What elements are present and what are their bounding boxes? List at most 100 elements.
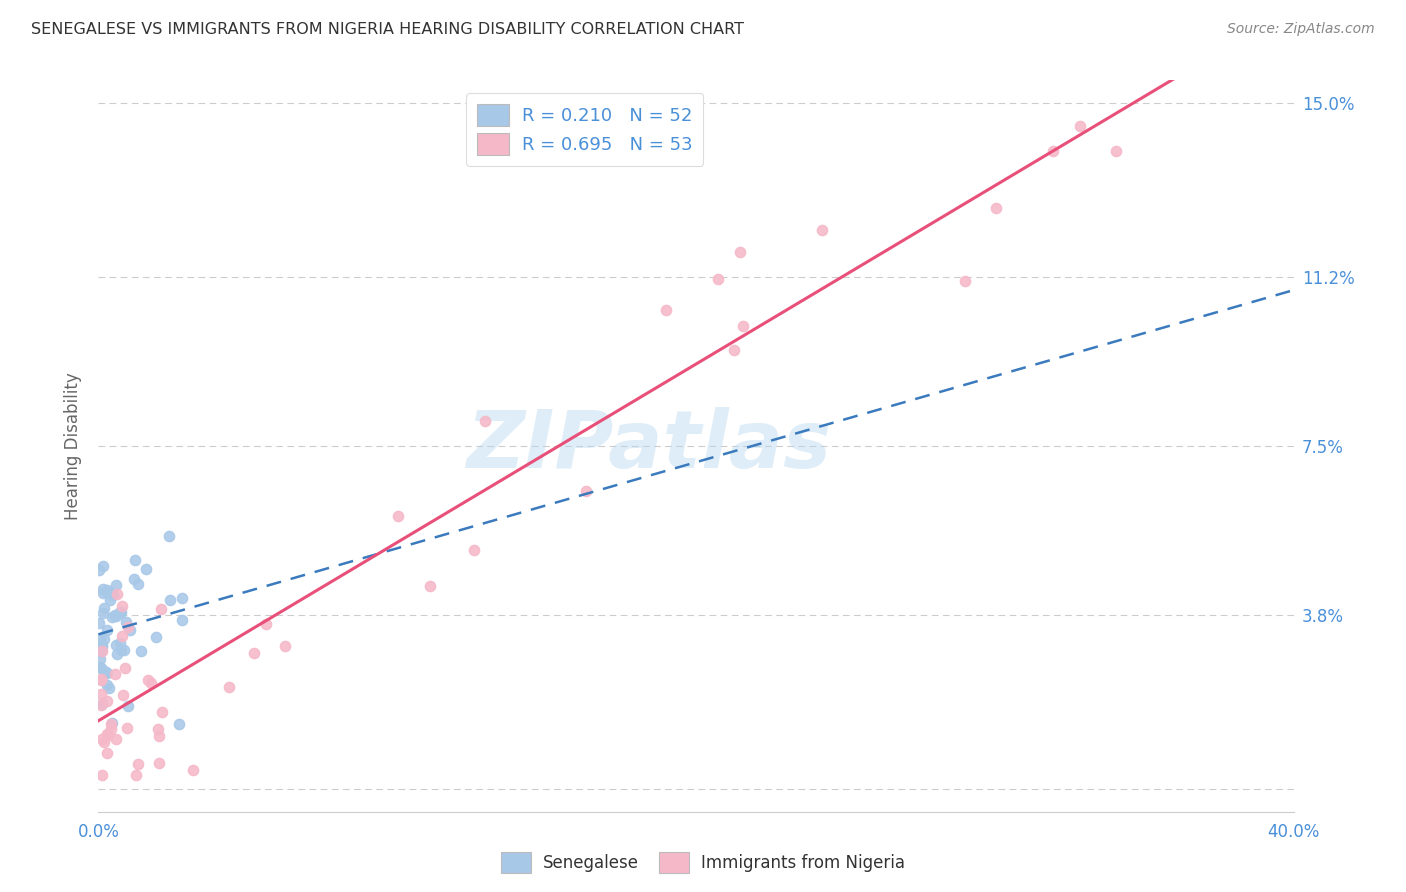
Point [105, 638, 128, 652]
Point [104, 607, 127, 622]
Point [96, 624, 118, 638]
Point [91, 731, 114, 746]
Text: ZIPatlas: ZIPatlas [465, 407, 831, 485]
Point [101, 588, 124, 602]
Point [172, 613, 194, 627]
Point [127, 576, 149, 591]
Point [148, 729, 170, 743]
Point [136, 673, 159, 688]
Point [728, 244, 751, 259]
Point [117, 722, 139, 736]
Point [1069, 119, 1091, 133]
Point [90, 673, 112, 687]
Point [139, 676, 162, 690]
Point [118, 623, 141, 637]
Point [110, 605, 132, 619]
Point [101, 716, 124, 731]
Point [111, 629, 134, 643]
Point [100, 722, 122, 736]
Point [986, 201, 1008, 215]
Point [707, 272, 730, 286]
Point [122, 572, 145, 586]
Point [111, 688, 134, 702]
Point [474, 414, 496, 428]
Point [96, 746, 118, 760]
Point [254, 617, 277, 632]
Point [167, 716, 190, 731]
Point [723, 343, 745, 357]
Point [91, 644, 114, 658]
Point [101, 610, 124, 624]
Point [110, 643, 132, 657]
Point [117, 699, 139, 714]
Point [98, 592, 121, 607]
Point [90, 698, 112, 713]
Point [127, 757, 149, 772]
Point [150, 706, 173, 720]
Point [93, 632, 115, 647]
Point [90, 640, 112, 654]
Point [104, 578, 127, 592]
Point [89, 632, 111, 646]
Point [111, 599, 134, 613]
Point [274, 639, 297, 653]
Point [96, 665, 118, 680]
Point [91, 606, 114, 620]
Point [100, 717, 122, 731]
Point [89, 660, 111, 674]
Point [104, 666, 127, 681]
Point [90, 673, 112, 687]
Point [114, 661, 136, 675]
Point [93, 735, 115, 749]
Point [96, 582, 118, 597]
Point [148, 756, 170, 770]
Point [124, 768, 146, 782]
Point [181, 763, 204, 777]
Point [112, 643, 135, 657]
Point [90, 644, 112, 658]
Point [96, 678, 118, 692]
Point [91, 767, 114, 781]
Point [91, 662, 114, 676]
Point [242, 646, 264, 660]
Point [1042, 144, 1064, 158]
Point [94, 665, 117, 679]
Point [98, 681, 121, 695]
Point [87, 616, 110, 631]
Point [145, 631, 167, 645]
Point [91, 586, 114, 600]
Point [159, 529, 181, 543]
Point [218, 680, 240, 694]
Point [115, 615, 138, 630]
Point [96, 585, 118, 599]
Point [654, 303, 676, 318]
Point [955, 274, 977, 288]
Legend: R = 0.210   N = 52, R = 0.695   N = 53: R = 0.210 N = 52, R = 0.695 N = 53 [465, 93, 703, 166]
Point [108, 606, 131, 620]
Point [91, 582, 114, 596]
Point [159, 592, 181, 607]
Point [146, 722, 169, 736]
Point [419, 579, 441, 593]
Point [91, 697, 114, 711]
Point [97, 728, 120, 742]
Point [124, 553, 146, 567]
Text: SENEGALESE VS IMMIGRANTS FROM NIGERIA HEARING DISABILITY CORRELATION CHART: SENEGALESE VS IMMIGRANTS FROM NIGERIA HE… [31, 22, 744, 37]
Point [387, 508, 409, 523]
Point [575, 483, 598, 498]
Point [89, 563, 111, 577]
Point [91, 638, 114, 652]
Point [89, 651, 111, 665]
Y-axis label: Hearing Disability: Hearing Disability [63, 372, 82, 520]
Point [129, 644, 152, 658]
Point [107, 587, 129, 601]
Point [105, 732, 128, 747]
Point [731, 319, 754, 334]
Point [96, 727, 118, 741]
Point [1105, 144, 1128, 158]
Point [91, 558, 114, 573]
Point [105, 647, 128, 661]
Point [810, 223, 832, 237]
Point [93, 600, 115, 615]
Point [117, 619, 139, 633]
